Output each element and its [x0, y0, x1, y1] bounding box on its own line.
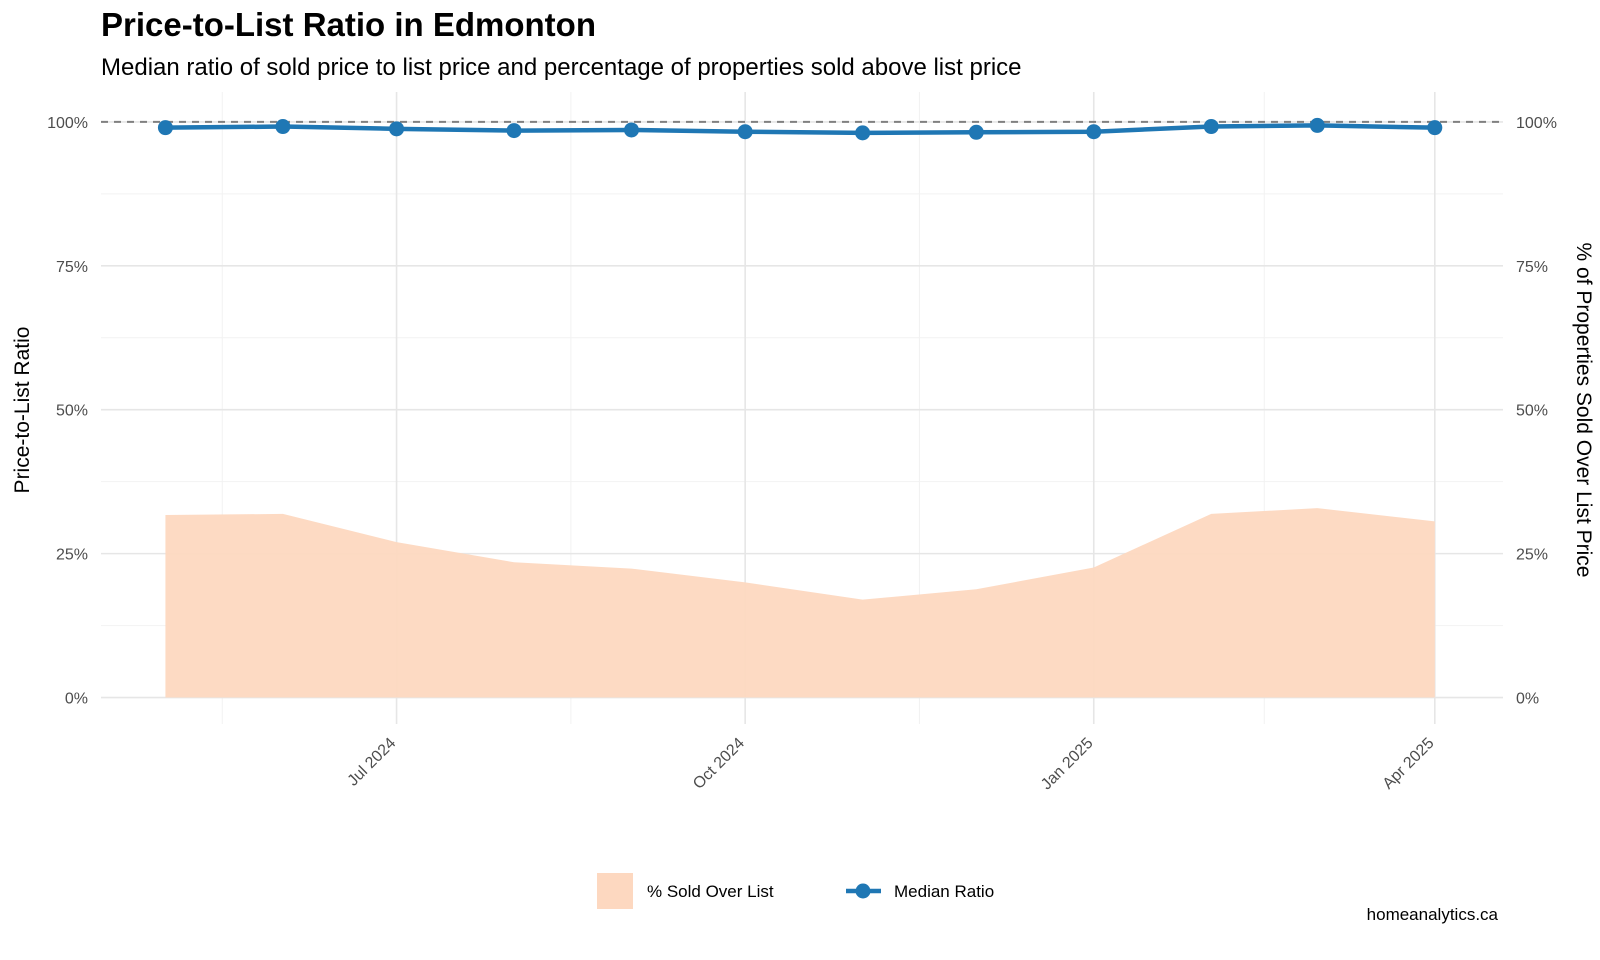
legend: % Sold Over List Median Ratio: [597, 873, 994, 909]
secondary-y-axis-title: % of Properties Sold Over List Price: [1572, 243, 1595, 578]
y2-tick-label: 75%: [1516, 259, 1548, 276]
chart-caption: homeanalytics.ca: [1366, 905, 1498, 924]
y-tick-label: 25%: [56, 547, 88, 564]
y2-tick-label: 50%: [1516, 403, 1548, 420]
median-ratio-point: [157, 120, 173, 136]
y2-tick-label: 25%: [1516, 547, 1548, 564]
line-median-ratio: [165, 123, 1435, 136]
y-tick-label: 0%: [65, 691, 88, 708]
area-series-layer: [165, 508, 1435, 698]
median-ratio-point: [1086, 124, 1102, 140]
median-ratio-point: [506, 123, 522, 139]
median-ratio-point: [737, 124, 753, 140]
y2-tick-label: 100%: [1516, 115, 1557, 132]
y-tick-label: 50%: [56, 403, 88, 420]
median-ratio-point: [389, 121, 405, 137]
chart-title: Price-to-List Ratio in Edmonton: [101, 6, 596, 43]
legend-label-sold-over-list: % Sold Over List: [647, 882, 774, 901]
y-tick-label: 75%: [56, 259, 88, 276]
legend-point-swatch: [855, 883, 871, 899]
median-ratio-point: [275, 119, 291, 135]
line-series-layer: [157, 117, 1443, 141]
x-tick-label: Apr 2025: [1380, 735, 1438, 793]
x-tick-label: Jan 2025: [1038, 735, 1097, 794]
median-ratio-point: [855, 125, 871, 141]
x-tick-label: Jul 2024: [345, 735, 400, 790]
y2-tick-label: 0%: [1516, 691, 1539, 708]
median-ratio-point: [968, 124, 984, 140]
area-sold-over-list: [165, 508, 1435, 698]
chart-subtitle: Median ratio of sold price to list price…: [101, 54, 1022, 81]
legend-label-median-ratio: Median Ratio: [894, 882, 994, 901]
median-ratio-point: [1203, 119, 1219, 135]
median-ratio-point: [1309, 117, 1325, 133]
median-ratio-point: [623, 122, 639, 138]
legend-area-swatch: [597, 873, 633, 909]
y-axis-title: Price-to-List Ratio: [11, 327, 34, 494]
x-tick-label: Oct 2024: [690, 735, 748, 793]
y-tick-label: 100%: [47, 115, 88, 132]
median-ratio-point: [1427, 120, 1443, 136]
